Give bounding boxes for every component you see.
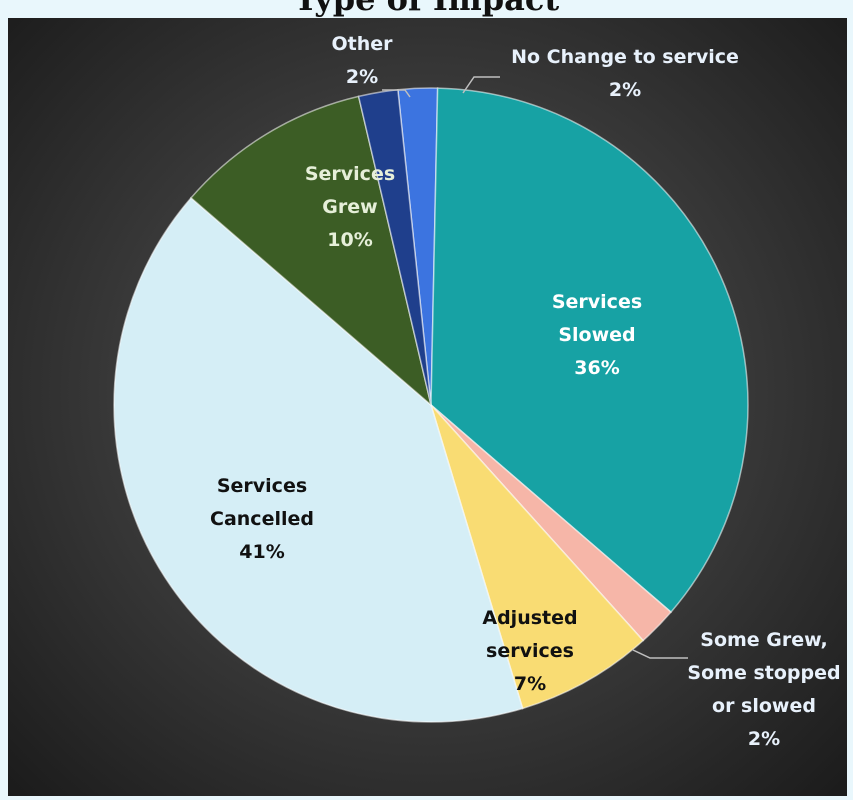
pie-slice-1 [430, 87, 749, 614]
slice-label-3: Adjusted services 7% [482, 607, 577, 695]
slice-percent: 7% [514, 673, 546, 695]
slice-label-line: Grew [322, 196, 377, 218]
leader-line-0 [462, 76, 500, 94]
slice-label-6: Other 2% [331, 33, 393, 88]
slice-label-2: Some Grew, Some stopped or slowed 2% [687, 629, 840, 750]
slice-label-line: Services [217, 475, 307, 497]
leader-line-6 [382, 89, 411, 98]
slice-label-line: Services [305, 163, 395, 185]
slice-label-line: No Change to service [511, 46, 739, 68]
slice-label-line: Slowed [558, 324, 635, 346]
slice-label-5: Services Grew 10% [305, 163, 395, 251]
slice-percent: 2% [346, 66, 378, 88]
slice-percent: 2% [609, 79, 641, 101]
slice-label-line: or slowed [712, 695, 816, 717]
leader-line-2 [632, 649, 688, 659]
slice-label-line: Some stopped [687, 662, 840, 684]
slice-labels: No Change to service 2%Services Slowed 36%S… [210, 33, 841, 750]
slice-label-line: Other [331, 33, 393, 55]
slice-label-1: Services Slowed 36% [552, 291, 642, 379]
leader-lines [382, 76, 688, 659]
slice-label-line: services [486, 640, 574, 662]
slice-label-line: Adjusted [482, 607, 577, 629]
slice-label-line: Services [552, 291, 642, 313]
pie-slices [113, 87, 749, 723]
pie-slice-4 [113, 196, 524, 723]
slice-percent: 2% [748, 728, 780, 750]
slice-label-line: Some Grew, [700, 629, 827, 651]
slice-percent: 36% [574, 357, 619, 379]
chart-title: Type of Impact [0, 0, 853, 18]
slice-percent: 41% [239, 541, 284, 563]
slice-percent: 10% [327, 229, 372, 251]
slice-label-line: Cancelled [210, 508, 314, 530]
pie-slice-3 [430, 404, 645, 710]
slice-label-0: No Change to service 2% [511, 46, 739, 101]
slice-label-4: Services Cancelled 41% [210, 475, 314, 563]
pie-slice-5 [189, 95, 433, 408]
